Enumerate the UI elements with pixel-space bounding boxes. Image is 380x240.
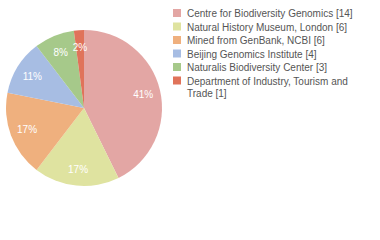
legend-label: Centre for Biodiversity Genomics [14]	[187, 8, 353, 19]
data-label: 17%	[68, 164, 88, 175]
data-label: 8%	[53, 47, 68, 58]
legend-swatch	[173, 9, 181, 17]
legend-swatch	[173, 77, 181, 85]
data-label: 11%	[23, 71, 42, 82]
legend-label: Naturalis Biodiversity Center [3]	[187, 62, 327, 73]
legend: Centre for Biodiversity Genomics [14] Nat…	[173, 8, 353, 99]
data-label: 17%	[17, 124, 37, 135]
pie	[6, 30, 162, 186]
data-labels: 41% 17% 17% 11% 8% 2%	[17, 42, 153, 174]
data-label: 41%	[133, 89, 153, 100]
legend-swatch	[173, 23, 181, 31]
legend-label: Natural History Museum, London [6]	[187, 22, 347, 33]
legend-label: Department of Industry, Tourism andTrade…	[187, 76, 348, 99]
legend-swatch	[173, 63, 181, 71]
data-label: 2%	[73, 42, 88, 53]
legend-label: Beijing Genomics Institute [4]	[187, 49, 317, 60]
chart: 41% 17% 17% 11% 8% 2% Centre for Biodiversity …	[0, 0, 380, 240]
legend-swatch	[173, 50, 181, 58]
legend-label: Mined from GenBank, NCBI [6]	[187, 35, 325, 46]
legend-swatch	[173, 36, 181, 44]
